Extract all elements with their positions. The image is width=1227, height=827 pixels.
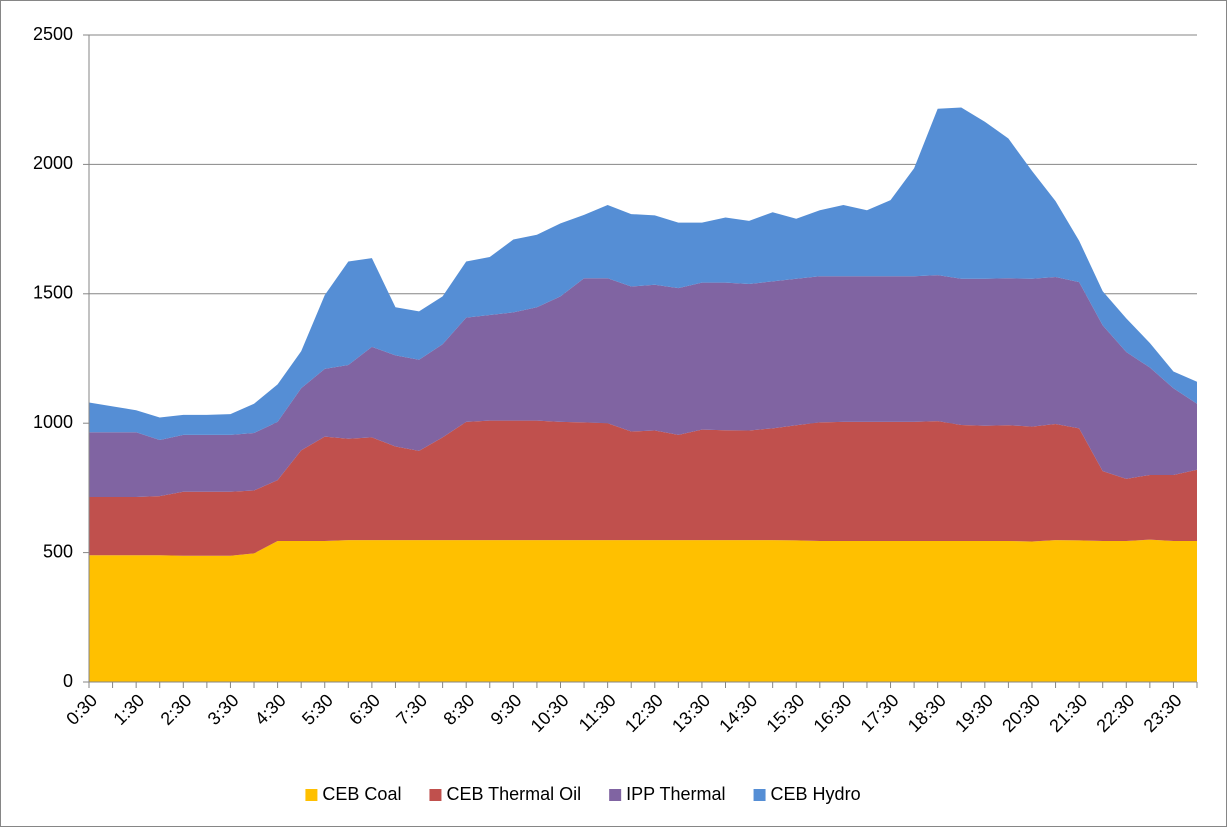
legend-swatch	[305, 789, 318, 801]
legend-label: CEB Hydro	[771, 784, 861, 804]
area	[89, 107, 1197, 441]
legend: CEB Coal CEB Thermal Oil IPP Thermal CEB Hy…	[305, 784, 861, 804]
y-tick-label: 1000	[33, 412, 73, 432]
y-tick-label: 1500	[33, 283, 73, 303]
area	[89, 539, 1197, 682]
legend-swatch	[753, 789, 766, 801]
legend-swatch	[429, 789, 442, 801]
legend-label: IPP Thermal	[626, 784, 725, 804]
area	[89, 420, 1197, 556]
y-tick-label: 2000	[33, 153, 73, 173]
legend-label: CEB Thermal Oil	[446, 784, 581, 804]
legend-swatch	[609, 789, 622, 801]
y-tick-label: 2500	[33, 24, 73, 44]
y-tick-label: 500	[43, 541, 73, 561]
legend-label: CEB Coal	[322, 784, 401, 804]
area	[89, 275, 1197, 497]
y-tick-label: 0	[63, 671, 73, 691]
